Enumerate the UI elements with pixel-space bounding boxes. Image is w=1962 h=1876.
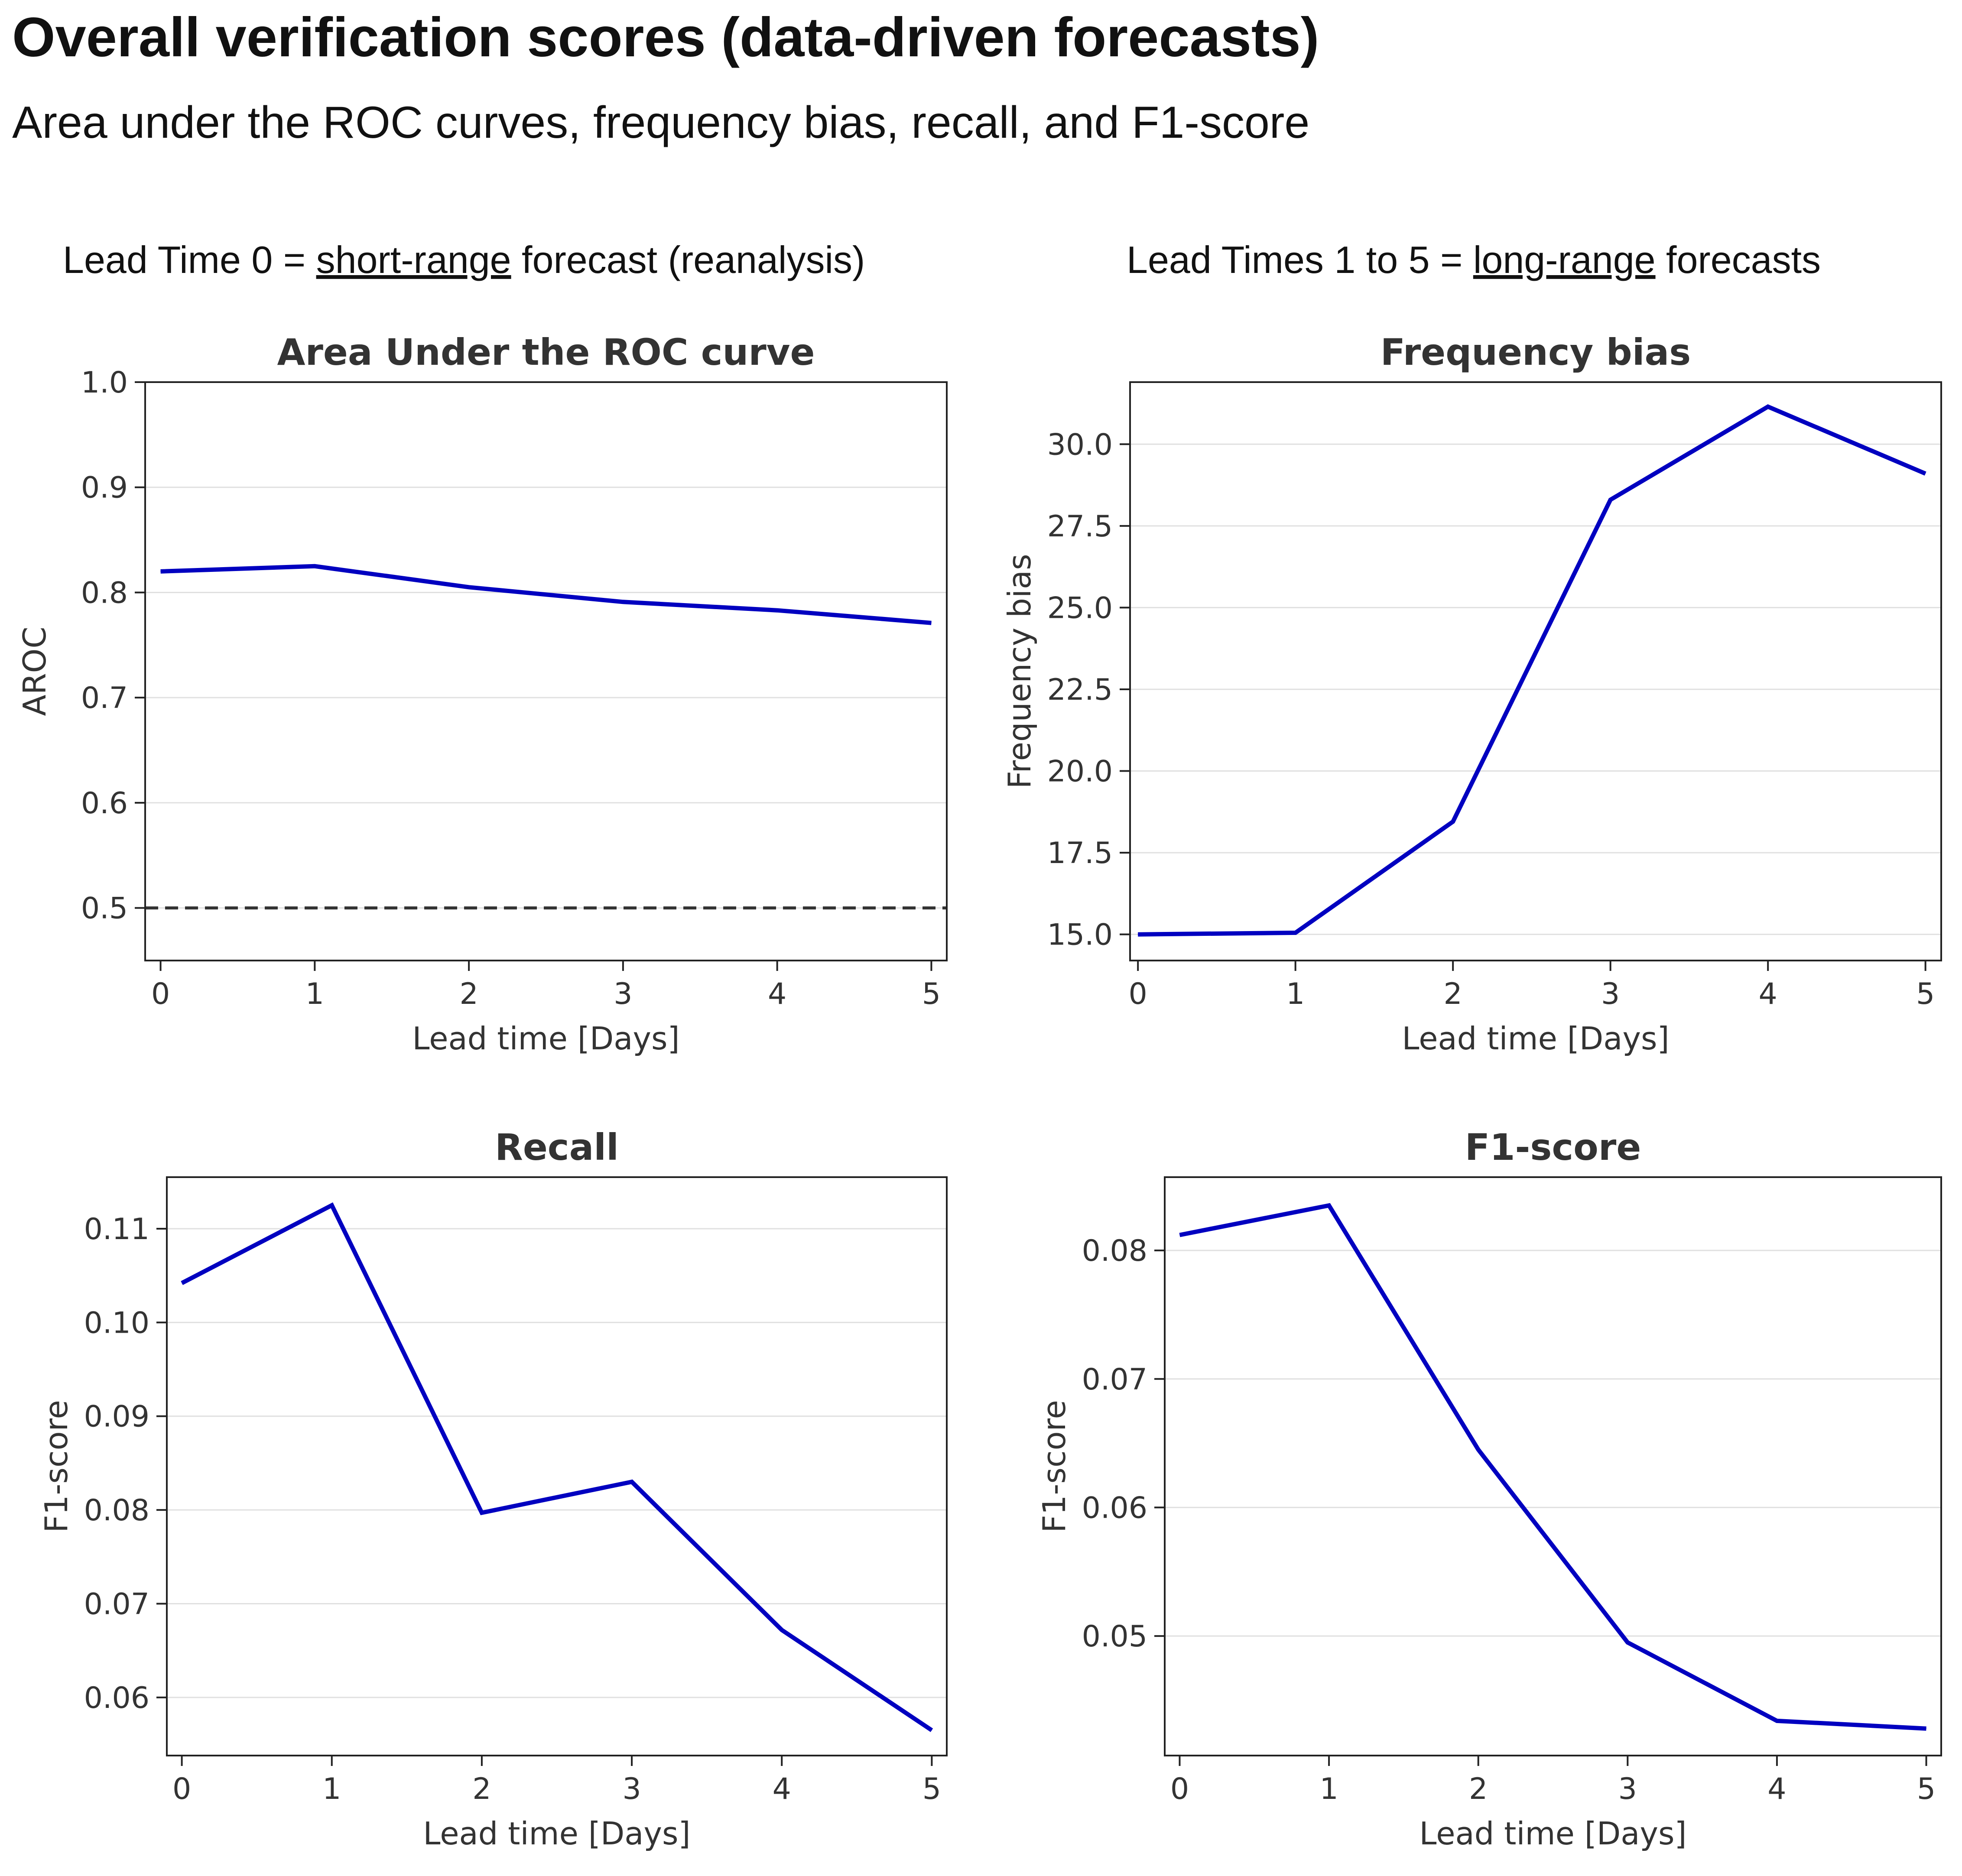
series-line	[1179, 1203, 1926, 1731]
data-point	[481, 1512, 482, 1513]
panel-title: Recall	[495, 1126, 619, 1168]
x-tick-label: 3	[1618, 1772, 1637, 1806]
y-tick-label: 0.05	[1082, 1620, 1147, 1654]
y-tick-label: 30.0	[1047, 428, 1113, 462]
x-tick-label: 1	[1319, 1772, 1338, 1806]
panel-title: F1-score	[1465, 1126, 1641, 1168]
y-tick-label: 0.07	[1082, 1363, 1147, 1397]
x-axis-label: Lead time [Days]	[1402, 1020, 1669, 1057]
series-line	[160, 564, 932, 625]
x-tick-label: 1	[1286, 977, 1305, 1011]
y-axis-label: Frequency bias	[1001, 554, 1038, 789]
panel-f1-score: 0 1 2 3 4 5 0.05 0.06 0.07 0.08 F1-score Lead time …	[1036, 1126, 1942, 1852]
x-tick-label: 1	[305, 977, 324, 1011]
x-tick-label: 5	[1916, 977, 1935, 1011]
x-tick-label: 2	[1444, 977, 1462, 1011]
note-left-prefix: Lead Time 0 =	[63, 238, 316, 281]
y-tick-label: 0.08	[1082, 1234, 1147, 1268]
x-tick-label: 1	[322, 1772, 341, 1806]
y-tick-label: 0.09	[84, 1400, 149, 1434]
plot-frame	[1164, 1176, 1942, 1756]
x-tick-label: 2	[1469, 1772, 1488, 1806]
plot-frame	[144, 381, 948, 961]
plot-frame	[1129, 381, 1942, 961]
x-tick-label: 5	[922, 977, 941, 1011]
y-axis-label: F1-score	[1036, 1400, 1072, 1533]
y-tick-label: 1.0	[81, 366, 128, 400]
panel-title: Frequency bias	[1381, 331, 1691, 373]
x-tick-label: 0	[1129, 977, 1147, 1011]
series-line	[181, 1202, 933, 1732]
note-long-range: Lead Times 1 to 5 = long-range forecasts	[1127, 238, 1821, 281]
note-left-suffix: forecast (reanalysis)	[511, 238, 865, 281]
y-tick-label: 0.5	[81, 892, 128, 926]
y-tick-label: 0.9	[81, 471, 128, 505]
x-tick-label: 0	[151, 977, 170, 1011]
figure-title: Overall verification scores (data-driven…	[12, 6, 1319, 68]
note-left-emphasis: short-range	[316, 238, 511, 281]
y-tick-label: 0.8	[81, 576, 128, 610]
x-tick-label: 5	[1917, 1772, 1936, 1806]
y-tick-label: 27.5	[1047, 510, 1113, 544]
x-tick-label: 4	[773, 1772, 791, 1806]
y-tick-label: 22.5	[1047, 673, 1113, 707]
y-tick-label: 0.08	[84, 1493, 149, 1528]
y-tick-label: 0.6	[81, 786, 128, 821]
panel-frequency-bias: 0 1 2 3 4 5 15.0 17.5 20.0 22.5 25.0 27.5 30.0 Freque…	[1001, 331, 1942, 1057]
plot-frame	[166, 1176, 948, 1756]
x-axis-label: Lead time [Days]	[412, 1020, 679, 1057]
x-tick-label: 3	[1601, 977, 1620, 1011]
y-tick-label: 0.10	[84, 1306, 149, 1340]
panel-aroc: 0 1 2 3 4 5 0.5 0.6 0.7 0.8 0.9 1.0 Area Under the R…	[16, 331, 948, 1057]
x-tick-label: 2	[472, 1772, 491, 1806]
y-tick-label: 0.7	[81, 681, 128, 715]
x-axis-label: Lead time [Days]	[1419, 1815, 1686, 1852]
y-tick-label: 0.06	[84, 1681, 149, 1715]
series-line	[1138, 404, 1926, 937]
x-tick-label: 4	[1767, 1772, 1786, 1806]
panel-title: Area Under the ROC curve	[277, 331, 815, 373]
y-tick-label: 0.07	[84, 1587, 149, 1621]
x-tick-label: 4	[768, 977, 786, 1011]
note-right-prefix: Lead Times 1 to 5 =	[1127, 238, 1473, 281]
y-axis-label: AROC	[16, 626, 53, 716]
note-right-emphasis: long-range	[1473, 238, 1656, 281]
x-tick-label: 4	[1759, 977, 1777, 1011]
x-tick-label: 0	[1170, 1772, 1189, 1806]
y-tick-label: 0.06	[1082, 1491, 1147, 1525]
x-axis-label: Lead time [Days]	[423, 1815, 690, 1852]
y-tick-label: 17.5	[1047, 836, 1113, 870]
data-point	[1295, 932, 1296, 933]
x-tick-label: 2	[459, 977, 478, 1011]
x-tick-label: 0	[172, 1772, 191, 1806]
note-short-range: Lead Time 0 = short-range forecast (rean…	[63, 238, 865, 281]
x-tick-label: 5	[923, 1772, 941, 1806]
panel-recall: 0 1 2 3 4 5 0.06 0.07 0.08 0.09 0.10 0.11 Recall Lead…	[38, 1126, 948, 1852]
y-tick-label: 15.0	[1047, 918, 1113, 952]
y-tick-label: 20.0	[1047, 755, 1113, 789]
y-tick-label: 25.0	[1047, 591, 1113, 625]
figure-subtitle: Area under the ROC curves, frequency bia…	[12, 97, 1309, 148]
y-axis-label: F1-score	[38, 1400, 75, 1533]
note-right-suffix: forecasts	[1656, 238, 1821, 281]
x-tick-label: 3	[614, 977, 632, 1011]
y-tick-label: 0.11	[84, 1212, 149, 1246]
x-tick-label: 3	[622, 1772, 641, 1806]
